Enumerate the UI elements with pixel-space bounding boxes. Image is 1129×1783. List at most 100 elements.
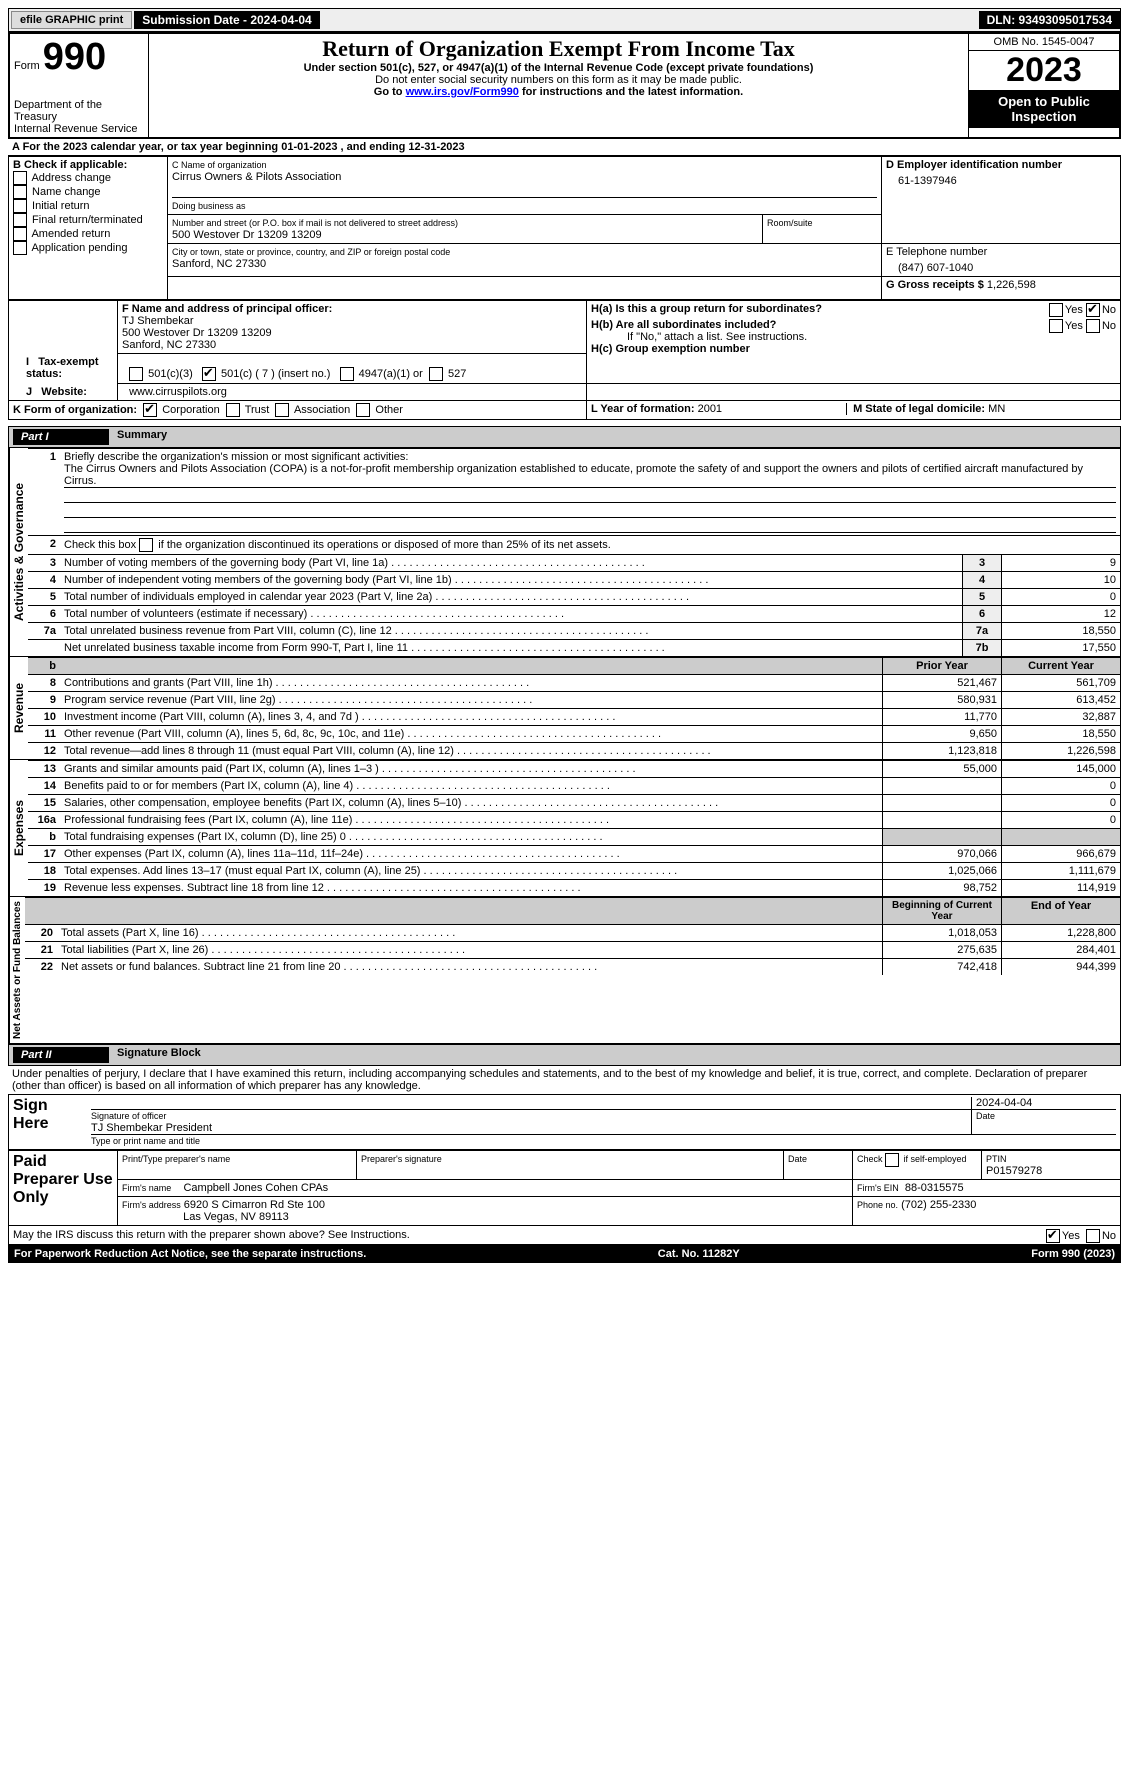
boxb-opt[interactable] (13, 199, 27, 213)
boxb-opt[interactable] (13, 171, 27, 185)
hb-yes[interactable] (1049, 319, 1063, 333)
firm-phone: (702) 255-2330 (901, 1199, 976, 1211)
boxb-opt[interactable] (13, 213, 27, 227)
firm-addr1: 6920 S Cimarron Rd Ste 100 (184, 1199, 325, 1211)
block-bc-to-h: B Check if applicable: Address change Na… (8, 156, 1121, 300)
prep-name-label: Print/Type preparer's name (122, 1154, 230, 1164)
c-name-label: C Name of organization (172, 160, 267, 170)
box-g-label: G Gross receipts $ (886, 279, 984, 291)
i-501c[interactable] (202, 367, 216, 381)
officer-addr2: Sanford, NC 27330 (122, 339, 216, 351)
form-number: 990 (43, 36, 106, 78)
street-label: Number and street (or P.O. box if mail i… (172, 218, 458, 228)
phone: (847) 607-1040 (886, 258, 1116, 274)
k-other[interactable] (356, 403, 370, 417)
k-o3: Association (294, 404, 350, 416)
ein-label: Firm's EIN (857, 1183, 899, 1193)
b-hdr: b (28, 658, 60, 675)
ein: 61-1397946 (886, 171, 1116, 187)
sign-date: 2024-04-04 (971, 1097, 1116, 1109)
net-by-hdr: Beginning of Current Year (883, 898, 1002, 925)
form-header: Form 990 Department of the Treasury Inte… (8, 32, 1121, 139)
officer-name: TJ Shembekar (122, 315, 194, 327)
open-public: Open to Public Inspection (969, 90, 1119, 128)
form-word: Form (14, 60, 40, 72)
row-a-begin: 01-01-2023 (281, 141, 337, 153)
prior-year-hdr: Prior Year (883, 658, 1002, 675)
hb-no[interactable] (1086, 319, 1100, 333)
paid-label: Paid Preparer Use Only (9, 1151, 118, 1226)
officer-sig-name: TJ Shembekar President (91, 1122, 212, 1134)
sub2: Do not enter social security numbers on … (153, 74, 964, 86)
ptin-label: PTIN (986, 1154, 1007, 1164)
date-label: Date (976, 1111, 995, 1121)
form990-link[interactable]: www.irs.gov/Form990 (406, 86, 519, 98)
i-527[interactable] (429, 367, 443, 381)
h-c: H(c) Group exemption number (591, 343, 750, 355)
omb: OMB No. 1545-0047 (969, 34, 1119, 51)
line2-check[interactable] (139, 538, 153, 552)
footer-cat: Cat. No. 11282Y (658, 1248, 740, 1260)
ha-no[interactable] (1086, 303, 1100, 317)
dept: Department of the Treasury (14, 99, 144, 123)
row-m-label: M State of legal domicile: (853, 403, 985, 415)
ha-yes[interactable] (1049, 303, 1063, 317)
row-k-label: K Form of organization: (13, 404, 137, 416)
row-a-mid: , and ending (341, 141, 409, 153)
self-emp-check[interactable] (885, 1153, 899, 1167)
part2-num: Part II (13, 1047, 109, 1063)
expenses-side: Expenses (9, 760, 28, 896)
prep-sig-label: Preparer's signature (361, 1154, 442, 1164)
net-side: Net Assets or Fund Balances (9, 897, 25, 1043)
h-a: H(a) Is this a group return for subordin… (591, 303, 822, 315)
i-4947[interactable] (340, 367, 354, 381)
dln: DLN: 93493095017534 (979, 11, 1120, 29)
k-trust[interactable] (226, 403, 240, 417)
row-a-end: 12-31-2023 (408, 141, 464, 153)
city: Sanford, NC 27330 (172, 258, 266, 270)
prep-date-label: Date (788, 1154, 807, 1164)
footer-form: Form 990 (2023) (1031, 1248, 1115, 1260)
part2-title: Signature Block (109, 1047, 201, 1063)
k-assoc[interactable] (275, 403, 289, 417)
firm-ein: 88-0315575 (905, 1182, 964, 1194)
row-j-label: J Website: (22, 386, 126, 398)
row-a-pre: A For the 2023 calendar year, or tax yea… (12, 141, 281, 153)
sub3: Go to www.irs.gov/Form990 for instructio… (153, 86, 964, 98)
boxb-opt[interactable] (13, 185, 27, 199)
i-o2: 501(c) ( 7 ) (insert no.) (221, 368, 330, 380)
row-i-label: I Tax-exempt status: (22, 356, 126, 380)
may-no[interactable] (1086, 1229, 1100, 1243)
i-501c3[interactable] (129, 367, 143, 381)
box-b-label: B Check if applicable: (13, 159, 127, 171)
mission-q: Briefly describe the organization's miss… (64, 451, 408, 463)
ptin: P01579278 (986, 1165, 1042, 1177)
may-yes[interactable] (1046, 1229, 1060, 1243)
block-f-to-m: F Name and address of principal officer:… (8, 300, 1121, 420)
box-e-label: E Telephone number (886, 246, 987, 258)
boxb-opt[interactable] (13, 241, 27, 255)
gross-receipts: 1,226,598 (987, 279, 1036, 291)
k-corp[interactable] (143, 403, 157, 417)
part1-num: Part I (13, 429, 109, 445)
website: www.cirruspilots.org (129, 386, 227, 398)
net-ey-hdr: End of Year (1002, 898, 1121, 925)
i-o1: 501(c)(3) (148, 368, 193, 380)
sig-label: Signature of officer (91, 1111, 166, 1121)
box-d-label: D Employer identification number (886, 159, 1062, 171)
footer-left: For Paperwork Reduction Act Notice, see … (14, 1248, 366, 1260)
irs: Internal Revenue Service (14, 123, 144, 135)
street: 500 Westover Dr 13209 13209 (172, 229, 322, 241)
firm-phone-label: Phone no. (857, 1200, 898, 1210)
current-year-hdr: Current Year (1002, 658, 1121, 675)
boxb-opt[interactable] (13, 227, 27, 241)
h-b: H(b) Are all subordinates included? (591, 319, 776, 331)
efile-btn[interactable]: efile GRAPHIC print (11, 11, 132, 29)
revenue-side: Revenue (9, 657, 28, 759)
state-domicile: MN (988, 403, 1005, 415)
mission-text: The Cirrus Owners and Pilots Association… (64, 463, 1116, 488)
sub1: Under section 501(c), 527, or 4947(a)(1)… (153, 62, 964, 74)
tax-year: 2023 (969, 51, 1119, 90)
dba-label: Doing business as (172, 201, 246, 211)
i-o3: 4947(a)(1) or (359, 368, 423, 380)
